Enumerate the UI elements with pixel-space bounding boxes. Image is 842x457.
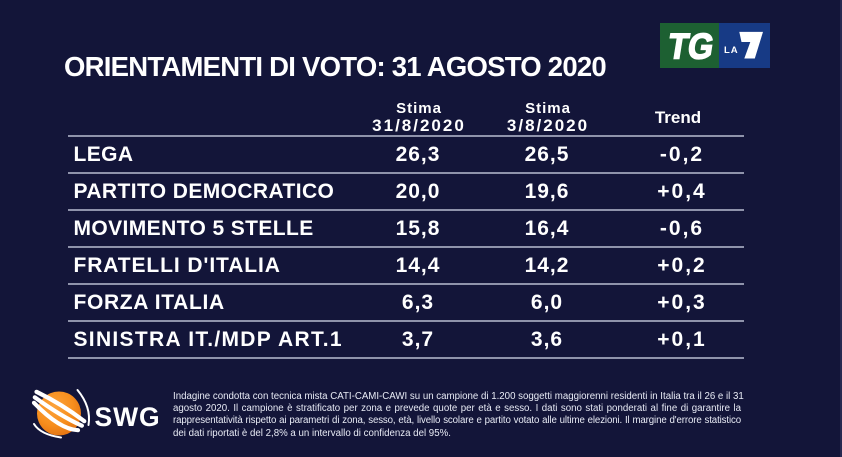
svg-text:TG: TG xyxy=(665,26,716,67)
svg-text:LA: LA xyxy=(724,45,739,56)
